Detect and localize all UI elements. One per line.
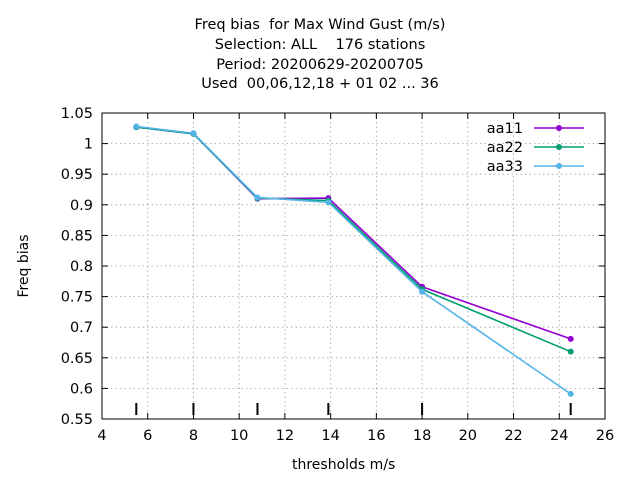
x-tick-label: 12 <box>276 428 294 444</box>
x-tick-label: 16 <box>367 428 385 444</box>
x-tick-label: 24 <box>550 428 568 444</box>
y-tick-label: 0.8 <box>70 259 93 275</box>
series-line-aa33 <box>136 125 572 395</box>
y-tick-label: 0.6 <box>70 381 93 397</box>
title-line-2: Selection: ALL 176 stations <box>214 37 426 53</box>
x-tick-label: 4 <box>97 428 106 444</box>
data-point-aa11 <box>567 335 574 342</box>
y-tick-label: 0.9 <box>70 198 93 214</box>
y-tick-label: 0.65 <box>61 351 93 367</box>
data-point-aa22 <box>567 348 574 355</box>
legend-label-aa11: aa11 <box>487 121 523 137</box>
y-tick-label: 0.75 <box>61 290 93 306</box>
x-axis-label: thresholds m/s <box>292 457 396 473</box>
y-tick-label: 0.55 <box>61 412 93 428</box>
legend-label-aa22: aa22 <box>487 140 523 156</box>
data-point-aa33 <box>190 130 197 137</box>
y-tick-label: 0.7 <box>70 320 93 336</box>
x-tick-label: 8 <box>189 428 198 444</box>
data-point-aa33 <box>254 194 261 201</box>
x-tick-label: 18 <box>413 428 431 444</box>
y-tick-label: 1 <box>84 137 93 153</box>
legend-marker-aa33 <box>556 163 562 169</box>
data-point-aa33 <box>133 123 140 130</box>
x-tick-label: 22 <box>504 428 522 444</box>
legend-marker-aa11 <box>556 125 562 131</box>
legend-marker-aa22 <box>556 144 562 150</box>
title-line-4: Used 00,06,12,18 + 01 02 ... 36 <box>201 76 439 92</box>
y-tick-label: 1.05 <box>61 106 93 122</box>
data-point-aa33 <box>567 390 574 397</box>
y-tick-label: 0.95 <box>61 167 93 183</box>
title-line-3: Period: 20200629-20200705 <box>216 57 424 73</box>
data-point-aa33 <box>419 288 426 295</box>
y-tick-label: 0.85 <box>61 228 93 244</box>
data-point-aa33 <box>325 199 332 206</box>
x-tick-label: 14 <box>321 428 339 444</box>
x-tick-label: 26 <box>596 428 614 444</box>
title-line-1: Freq bias for Max Wind Gust (m/s) <box>194 17 446 33</box>
x-tick-label: 10 <box>230 428 248 444</box>
x-tick-label: 6 <box>143 428 152 444</box>
x-tick-label: 20 <box>459 428 477 444</box>
legend-label-aa33: aa33 <box>487 159 523 175</box>
